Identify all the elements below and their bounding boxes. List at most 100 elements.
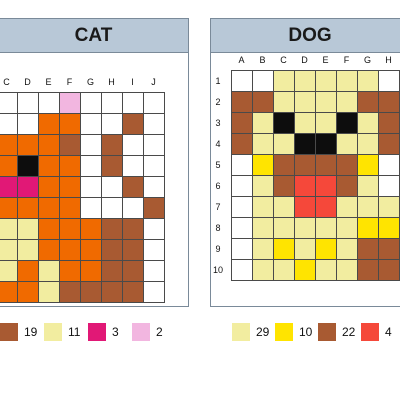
cat-pixel-cell (80, 176, 102, 198)
dog-pixel-cell (273, 70, 295, 92)
cat-pixel-cell (0, 260, 18, 282)
dog-pixel-cell (231, 238, 253, 260)
dog-pixel-cell (294, 70, 316, 92)
cat-pixel-cell (17, 134, 39, 156)
cat-pixel-cell (143, 134, 165, 156)
dog-column-label: C (280, 55, 287, 65)
dog-pixel-cell (336, 133, 358, 155)
cat-column-label: C (3, 77, 10, 87)
cat-pixel-cell (0, 239, 18, 261)
dog-legend-count: 4 (385, 325, 392, 339)
cat-pixel-cell (80, 281, 102, 303)
cat-pixel-cell (80, 197, 102, 219)
cat-pixel-cell (122, 260, 144, 282)
cat-pixel-cell (0, 134, 18, 156)
dog-pixel-cell (273, 196, 295, 218)
dog-pixel-cell (357, 133, 379, 155)
cat-pixel-cell (122, 113, 144, 135)
cat-legend-swatch (0, 323, 18, 341)
dog-row-label: 5 (215, 159, 221, 170)
dog-pixel-cell (357, 70, 379, 92)
dog-column-label: G (363, 55, 371, 65)
dog-row-label: 2 (215, 96, 221, 107)
cat-pixel-cell (80, 134, 102, 156)
cat-pixel-cell (101, 281, 123, 303)
dog-row-label: 4 (215, 138, 221, 149)
cat-column-label: F (66, 77, 73, 87)
dog-pixel-cell (273, 175, 295, 197)
cat-pixel-cell (122, 197, 144, 219)
dog-legend-swatch (361, 323, 379, 341)
dog-pixel-cell (315, 217, 337, 239)
cat-pixel-cell (0, 218, 18, 240)
cat-pixel-cell (122, 134, 144, 156)
cat-pixel-cell (59, 155, 81, 177)
dog-pixel-cell (231, 217, 253, 239)
cat-pixel-cell (80, 218, 102, 240)
dog-color-legend: 29 10 22 4 (232, 323, 400, 343)
cat-pixel-cell (17, 92, 39, 114)
cat-pixel-cell (80, 92, 102, 114)
dog-pixel-cell (294, 91, 316, 113)
cat-legend-count: 3 (112, 325, 119, 339)
dog-row-label: 9 (215, 243, 221, 254)
cat-pixel-cell (17, 197, 39, 219)
dog-pixel-cell (378, 70, 400, 92)
dog-pixel-cell (315, 133, 337, 155)
dog-pixel-cell (336, 112, 358, 134)
dog-pixel-cell (231, 133, 253, 155)
cat-pixel-cell (59, 134, 81, 156)
dog-pixel-cell (231, 70, 253, 92)
cat-pixel-cell (101, 239, 123, 261)
dog-legend-swatch (275, 323, 293, 341)
dog-legend-count: 22 (342, 325, 356, 339)
cat-panel: CAT C D E F G H I J (0, 18, 189, 307)
cat-pixel-cell (38, 176, 60, 198)
dog-column-label: E (322, 55, 329, 65)
dog-row-label: 8 (215, 222, 221, 233)
cat-pixel-cell (38, 155, 60, 177)
cat-legend-swatch (132, 323, 150, 341)
cat-pixel-cell (122, 155, 144, 177)
dog-pixel-cell (273, 259, 295, 281)
cat-pixel-cell (101, 197, 123, 219)
dog-pixel-cell (294, 238, 316, 260)
cat-pixel-cell (59, 218, 81, 240)
cat-pixel-cell (17, 260, 39, 282)
dog-pixel-cell (357, 154, 379, 176)
dog-pixel-cell (378, 259, 400, 281)
dog-pixel-cell (252, 91, 274, 113)
dog-pixel-cell (231, 112, 253, 134)
cat-pixel-cell (59, 260, 81, 282)
cat-pixel-cell (0, 281, 18, 303)
dog-pixel-cell (315, 112, 337, 134)
dog-pixel-cell (315, 154, 337, 176)
dog-pixel-cell (252, 238, 274, 260)
dog-row-label: 10 (212, 264, 223, 275)
dog-pixel-cell (336, 217, 358, 239)
dog-pixel-cell (357, 238, 379, 260)
cat-pixel-cell (17, 239, 39, 261)
cat-pixel-cell (80, 239, 102, 261)
dog-pixel-cell (315, 259, 337, 281)
cat-pixel-cell (17, 218, 39, 240)
dog-pixel-cell (336, 154, 358, 176)
cat-pixel-cell (80, 155, 102, 177)
cat-pixel-cell (101, 155, 123, 177)
dog-column-label: H (385, 55, 392, 65)
cat-pixel-cell (80, 260, 102, 282)
cat-column-label: I (131, 77, 134, 87)
dog-pixel-cell (252, 154, 274, 176)
dog-pixel-cell (378, 91, 400, 113)
cat-legend-count: 19 (24, 325, 38, 339)
cat-pixel-cell (59, 239, 81, 261)
cat-pixel-cell (122, 176, 144, 198)
dog-pixel-cell (378, 238, 400, 260)
dog-pixel-cell (315, 196, 337, 218)
dog-pixel-cell (378, 133, 400, 155)
cat-pixel-cell (38, 281, 60, 303)
dog-panel: DOG A B C D E F G H 1 2 3 4 5 6 7 8 9 10 (210, 18, 400, 307)
dog-pixel-cell (315, 91, 337, 113)
cat-pixel-cell (0, 197, 18, 219)
dog-title: DOG (211, 19, 400, 53)
